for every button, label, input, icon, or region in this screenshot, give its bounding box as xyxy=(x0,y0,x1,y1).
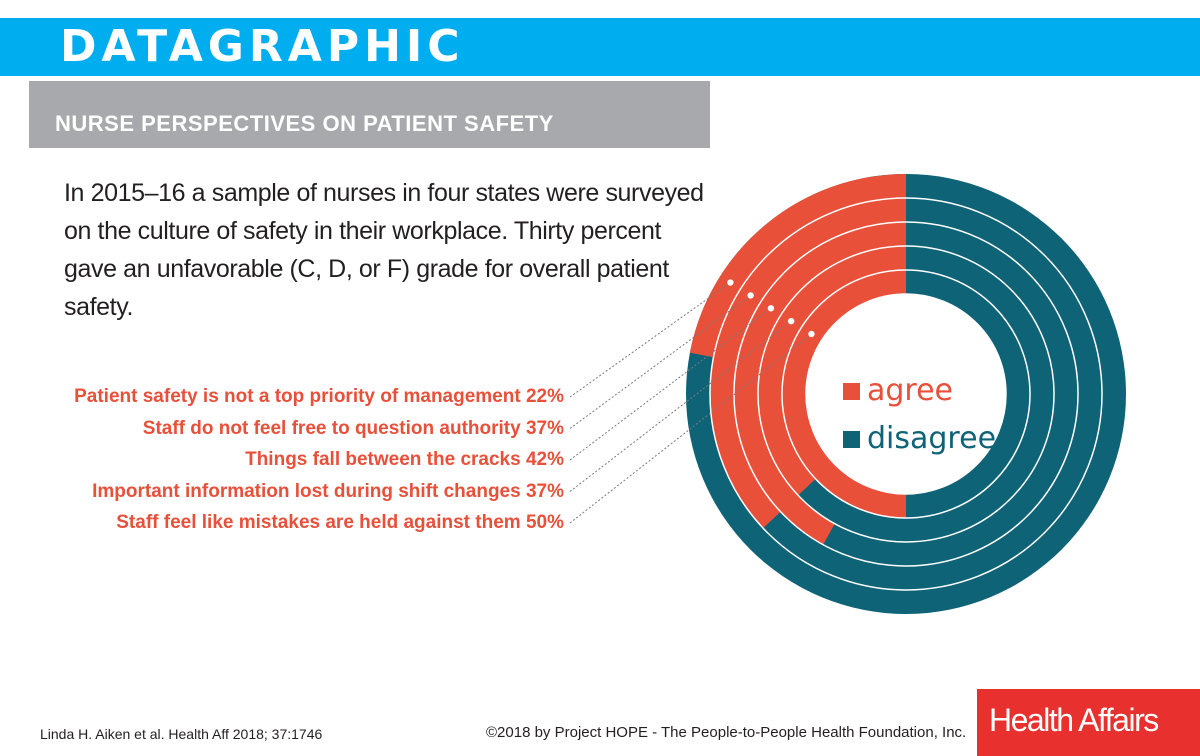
agree-arc xyxy=(758,246,906,496)
category-label: Staff feel like mistakes are held agains… xyxy=(74,507,564,539)
value-label: 42% xyxy=(525,449,564,470)
leader-dot xyxy=(808,330,815,338)
category-label: Staff do not feel free to question autho… xyxy=(74,413,564,445)
category-label: Patient safety is not a top priority of … xyxy=(74,381,564,413)
ring-separator xyxy=(709,197,1103,591)
category-name: Important information lost during shift … xyxy=(92,480,526,502)
chart-legend: agree disagree xyxy=(843,373,996,456)
ring-separator xyxy=(781,269,1031,519)
citation: Linda H. Aiken et al. Health Aff 2018; 3… xyxy=(40,726,323,742)
leader-line xyxy=(569,333,812,524)
legend-label: disagree xyxy=(867,421,996,456)
leader-line xyxy=(569,307,772,461)
ring-separator xyxy=(757,245,1055,543)
leader-line xyxy=(569,320,792,492)
header-banner: DATAGRAPHIC xyxy=(0,18,1200,76)
agree-arc xyxy=(733,222,906,545)
legend-swatch xyxy=(843,383,860,400)
value-label: 37% xyxy=(525,480,564,502)
value-label: 50% xyxy=(525,512,564,533)
leader-dot xyxy=(747,292,754,299)
logo-text: Health Affairs xyxy=(989,702,1159,738)
category-name: Patient safety is not a top priority of … xyxy=(74,386,526,407)
subtitle-bar: NURSE PERSPECTIVES ON PATIENT SAFETY xyxy=(29,81,710,148)
value-label: 22% xyxy=(525,386,564,407)
leader-dot xyxy=(787,317,795,325)
banner-title: DATAGRAPHIC xyxy=(60,21,465,72)
legend-label: agree xyxy=(867,373,953,408)
copyright: ©2018 by Project HOPE - The People-to-Pe… xyxy=(486,724,967,741)
category-label: Things fall between the cracks 42% xyxy=(74,444,564,476)
agree-arc xyxy=(710,198,906,529)
leader-lines xyxy=(569,279,815,524)
category-name: Things fall between the cracks xyxy=(245,449,526,470)
intro-text: In 2015–16 a sample of nurses in four st… xyxy=(64,179,704,321)
category-name: Staff do not feel free to question autho… xyxy=(142,417,526,439)
value-label: 37% xyxy=(525,417,564,439)
chart-title: NURSE PERSPECTIVES ON PATIENT SAFETY xyxy=(55,111,554,136)
leader-line xyxy=(569,295,751,429)
rings-group xyxy=(686,174,1126,614)
category-labels: Patient safety is not a top priority of … xyxy=(74,381,564,539)
category-name: Staff feel like mistakes are held agains… xyxy=(116,512,526,533)
leader-dot xyxy=(767,305,775,312)
health-affairs-logo: Health Affairs xyxy=(977,689,1200,756)
agree-arc xyxy=(689,174,906,358)
leader-line xyxy=(569,282,731,398)
category-label: Important information lost during shift … xyxy=(74,476,564,508)
leader-dot xyxy=(727,279,734,286)
legend-swatch xyxy=(843,431,860,448)
ring-separator xyxy=(805,293,1007,495)
